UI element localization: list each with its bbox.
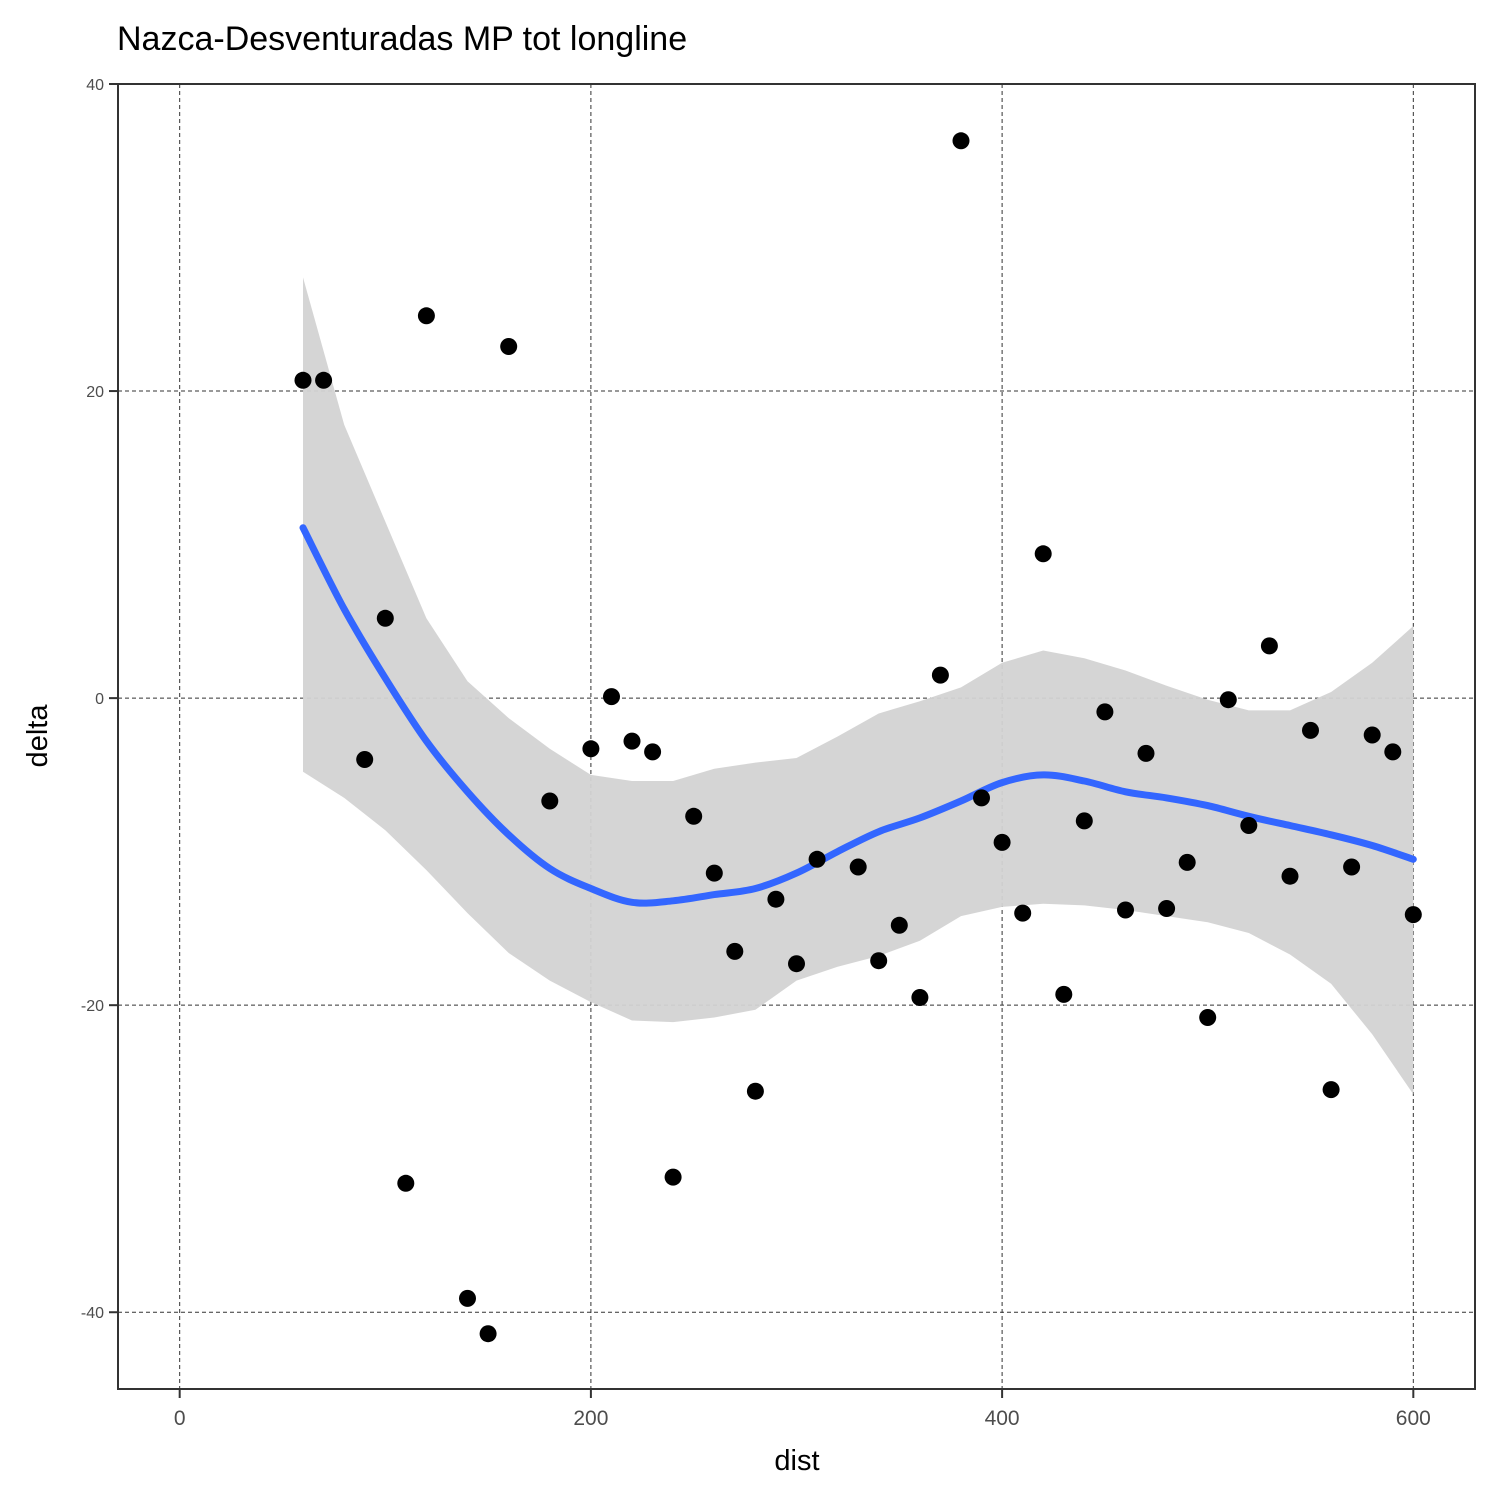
data-point	[1384, 743, 1402, 761]
data-point	[500, 338, 518, 355]
data-point	[1343, 858, 1361, 876]
x-tick-label: 600	[1396, 1407, 1431, 1430]
data-point	[623, 732, 641, 750]
data-point	[808, 850, 826, 868]
data-point	[1302, 721, 1319, 739]
data-point	[973, 789, 990, 807]
data-point	[1322, 1081, 1340, 1099]
y-tick-label: 0	[95, 691, 104, 708]
data-point	[1260, 637, 1278, 655]
data-point	[746, 1082, 764, 1100]
data-point	[397, 1174, 415, 1192]
data-point	[582, 740, 600, 758]
data-point	[1219, 691, 1237, 709]
data-point	[705, 864, 723, 882]
x-tick-label: 200	[573, 1407, 608, 1430]
y-axis-title: delta	[22, 704, 54, 768]
data-points	[294, 132, 1422, 1343]
data-point	[931, 666, 949, 684]
smooth-line	[299, 524, 1417, 907]
data-point	[1404, 906, 1422, 924]
data-point	[1075, 812, 1093, 830]
data-point	[1117, 901, 1134, 919]
data-point	[849, 858, 867, 876]
data-point	[1034, 545, 1052, 563]
y-axis: -40 -20 0 20 40	[81, 77, 118, 1322]
data-point	[459, 1289, 476, 1307]
data-point	[376, 609, 394, 627]
data-point	[767, 890, 785, 908]
chart-title: Nazca-Desventuradas MP tot longline	[117, 20, 687, 58]
data-point	[479, 1325, 497, 1343]
data-point	[315, 371, 333, 389]
data-point	[417, 307, 435, 325]
data-point	[1014, 904, 1032, 922]
data-point	[1096, 703, 1114, 721]
data-point	[1363, 726, 1381, 744]
data-point	[1240, 817, 1258, 834]
data-point	[1199, 1009, 1217, 1026]
data-point	[664, 1168, 682, 1186]
data-point	[541, 792, 559, 810]
data-point	[911, 989, 929, 1006]
data-point	[993, 833, 1011, 851]
data-point	[952, 132, 970, 150]
data-point	[788, 955, 805, 973]
y-tick-label: 20	[86, 384, 104, 401]
confidence-band	[303, 277, 1414, 1095]
data-point	[294, 371, 312, 389]
data-point	[356, 751, 374, 768]
data-point	[644, 743, 662, 761]
panel-border	[117, 83, 1476, 1390]
x-axis: 0 200 400 600	[174, 1389, 1431, 1430]
data-point	[1055, 985, 1073, 1003]
data-point	[1158, 900, 1176, 917]
y-tick-label: 40	[86, 77, 104, 94]
data-point	[1281, 867, 1299, 885]
x-tick-label: 400	[985, 1407, 1020, 1430]
x-axis-title: dist	[774, 1445, 819, 1477]
data-point	[685, 807, 703, 825]
data-point	[603, 688, 620, 706]
data-point	[890, 916, 908, 934]
data-point	[1178, 853, 1196, 871]
y-tick-label: -40	[81, 1305, 104, 1322]
data-point	[1137, 744, 1155, 762]
data-point	[726, 942, 744, 960]
data-point	[870, 952, 888, 970]
y-tick-label: -20	[81, 998, 104, 1015]
x-tick-label: 0	[174, 1407, 186, 1430]
